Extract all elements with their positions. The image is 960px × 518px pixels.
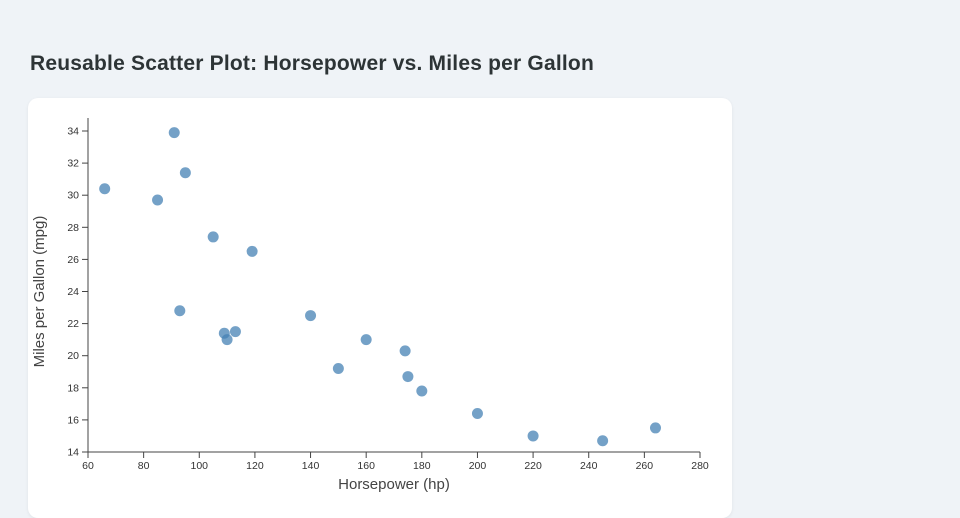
x-tick-label: 280 bbox=[691, 460, 709, 472]
x-tick-label: 180 bbox=[413, 460, 431, 472]
data-point bbox=[527, 430, 539, 442]
data-point bbox=[416, 385, 428, 397]
data-point bbox=[649, 422, 661, 434]
data-point bbox=[332, 363, 344, 375]
data-point bbox=[221, 334, 233, 346]
y-tick-label: 20 bbox=[67, 350, 79, 362]
data-point bbox=[179, 167, 191, 179]
data-point bbox=[207, 231, 219, 243]
x-tick-label: 240 bbox=[580, 460, 598, 472]
scatter-plot: 60 80 100 120 140 160 180 200 220 240 260 280 14 16 18… bbox=[31, 118, 709, 493]
data-point bbox=[305, 310, 317, 322]
chart-card: 60 80 100 120 140 160 180 200 220 240 260 280 14 16 18… bbox=[28, 98, 732, 518]
y-tick-label: 34 bbox=[67, 126, 79, 138]
y-tick-label: 16 bbox=[67, 414, 79, 426]
x-tick-label: 200 bbox=[469, 460, 487, 472]
x-tick-label: 260 bbox=[636, 460, 654, 472]
y-tick-label: 30 bbox=[67, 190, 79, 202]
data-point bbox=[174, 305, 186, 317]
y-tick-label: 18 bbox=[67, 382, 79, 394]
x-tick-label: 80 bbox=[138, 460, 150, 472]
data-point bbox=[152, 194, 164, 206]
x-tick-label: 60 bbox=[82, 460, 94, 472]
data-point bbox=[246, 245, 258, 257]
y-tick-label: 28 bbox=[67, 222, 79, 234]
y-axis-title: Miles per Gallon (mpg) bbox=[31, 216, 48, 368]
y-tick-label: 22 bbox=[67, 318, 79, 330]
x-tick-label: 220 bbox=[524, 460, 542, 472]
data-point bbox=[402, 371, 414, 383]
x-tick-label: 160 bbox=[357, 460, 375, 472]
x-tick-label: 100 bbox=[191, 460, 209, 472]
data-point bbox=[597, 435, 609, 447]
page-title: Reusable Scatter Plot: Horsepower vs. Mi… bbox=[30, 52, 594, 75]
x-tick-label: 120 bbox=[246, 460, 264, 472]
x-tick-label: 140 bbox=[302, 460, 320, 472]
data-point bbox=[168, 127, 180, 139]
x-axis-title: Horsepower (hp) bbox=[338, 476, 450, 493]
y-tick-label: 26 bbox=[67, 254, 79, 266]
data-point bbox=[360, 334, 372, 346]
y-tick-label: 24 bbox=[67, 286, 79, 298]
data-point bbox=[471, 407, 483, 419]
y-tick-label: 32 bbox=[67, 158, 79, 170]
data-point bbox=[99, 183, 111, 195]
y-tick-label: 14 bbox=[67, 447, 79, 459]
data-point bbox=[399, 345, 411, 357]
data-point bbox=[229, 326, 241, 338]
